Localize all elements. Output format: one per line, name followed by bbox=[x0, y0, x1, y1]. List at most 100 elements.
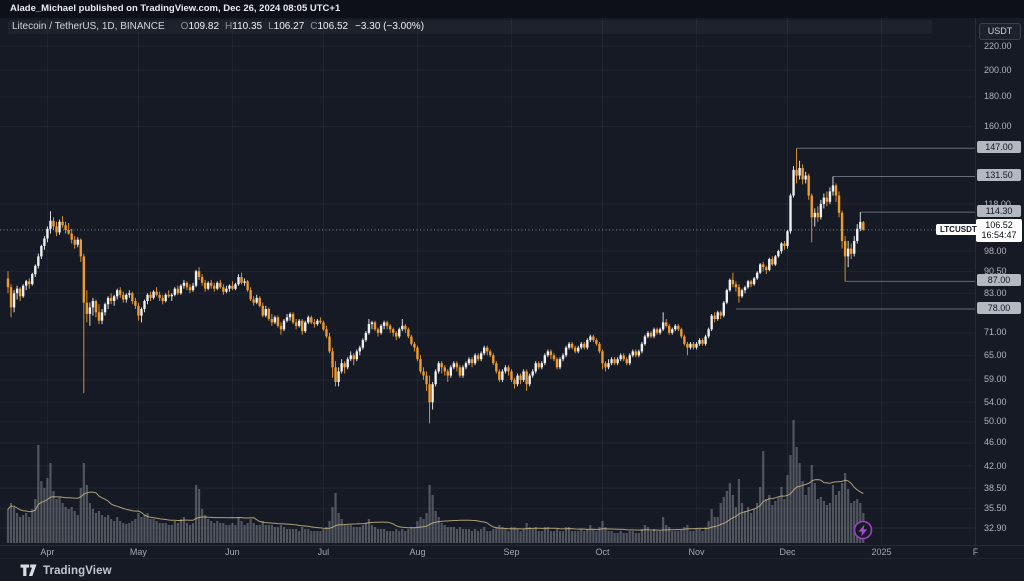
candle bbox=[813, 212, 816, 218]
candle bbox=[631, 351, 634, 356]
candle bbox=[743, 287, 747, 291]
candle bbox=[197, 271, 201, 277]
candle bbox=[206, 282, 210, 289]
candle bbox=[501, 371, 504, 380]
candle bbox=[528, 375, 531, 385]
candle bbox=[143, 301, 146, 309]
price-level-badge: 131.50 bbox=[977, 169, 1021, 182]
candle bbox=[431, 384, 434, 403]
candle bbox=[337, 371, 340, 382]
time-tick-label: Sep bbox=[503, 547, 520, 557]
candle bbox=[279, 325, 283, 330]
candle bbox=[228, 285, 231, 289]
candle bbox=[28, 281, 31, 285]
candle bbox=[692, 343, 695, 348]
candle bbox=[492, 355, 495, 364]
candle bbox=[607, 363, 610, 368]
candle bbox=[291, 314, 295, 323]
candle bbox=[249, 290, 252, 300]
candle bbox=[555, 359, 559, 368]
candle bbox=[358, 347, 362, 352]
candle bbox=[710, 315, 713, 330]
candle bbox=[88, 307, 92, 314]
candle bbox=[473, 355, 477, 364]
time-axis-border bbox=[0, 545, 1024, 546]
price-tick-label: 200.00 bbox=[984, 64, 1012, 75]
candle bbox=[819, 204, 823, 218]
price-axis[interactable]: USDT 106.52 16:54:47 220.00 200.00 180.00 1… bbox=[975, 18, 1024, 545]
candle bbox=[446, 371, 449, 376]
candle bbox=[416, 347, 419, 360]
candle bbox=[173, 288, 177, 295]
candle bbox=[859, 221, 862, 229]
candle bbox=[240, 277, 243, 283]
candle bbox=[255, 297, 258, 303]
candle bbox=[482, 347, 486, 354]
candle bbox=[476, 355, 480, 360]
candle bbox=[467, 359, 471, 364]
high-value: 110.35 bbox=[232, 21, 263, 32]
candle bbox=[64, 225, 67, 230]
candle bbox=[792, 169, 795, 196]
candle bbox=[252, 299, 255, 303]
candle bbox=[100, 312, 104, 321]
candle bbox=[789, 195, 792, 232]
candle bbox=[304, 322, 307, 332]
time-axis[interactable]: Apr May Jun Jul Aug Sep Oct Nov Dec 2025 F bbox=[0, 546, 1024, 558]
candle bbox=[834, 185, 838, 196]
candle bbox=[661, 322, 665, 330]
candle bbox=[146, 294, 149, 301]
candle bbox=[58, 221, 61, 233]
candle bbox=[725, 290, 729, 303]
candle bbox=[419, 359, 422, 372]
candle bbox=[846, 248, 850, 257]
candle bbox=[498, 371, 501, 380]
candle bbox=[122, 294, 125, 300]
candle bbox=[580, 343, 583, 348]
low-label: L bbox=[268, 21, 274, 32]
symbol-legend: Litecoin / TetherUS, 1D, BINANCE O109.82 H… bbox=[12, 20, 424, 34]
candle bbox=[310, 317, 313, 323]
candle bbox=[674, 325, 677, 330]
candle bbox=[549, 351, 553, 356]
candle bbox=[595, 340, 598, 344]
tradingview-logo[interactable]: TradingView bbox=[20, 564, 112, 577]
candle bbox=[543, 355, 547, 364]
lightning-marker-icon[interactable] bbox=[853, 520, 873, 540]
candle bbox=[191, 285, 195, 291]
candle bbox=[46, 228, 49, 239]
symbol-price-tag: LTCUSDT bbox=[936, 223, 981, 235]
candle bbox=[449, 367, 453, 376]
current-price-value: 106.52 bbox=[985, 219, 1013, 230]
time-tick-label: Dec bbox=[779, 547, 796, 557]
candle bbox=[112, 296, 116, 301]
candle bbox=[516, 375, 519, 385]
price-tick-label: 180.00 bbox=[984, 91, 1012, 102]
candle bbox=[370, 322, 374, 325]
time-tick-label: May bbox=[129, 547, 147, 557]
candle bbox=[774, 256, 777, 265]
candle bbox=[795, 169, 798, 176]
candle bbox=[570, 343, 574, 348]
candle bbox=[285, 317, 289, 321]
candle bbox=[391, 329, 395, 333]
candle bbox=[425, 375, 428, 385]
candle bbox=[734, 284, 738, 288]
time-tick-label: Apr bbox=[40, 547, 55, 557]
candle bbox=[288, 314, 292, 318]
candle bbox=[243, 281, 246, 283]
candle bbox=[161, 297, 164, 301]
candle bbox=[540, 363, 544, 368]
tradingview-logo-icon bbox=[20, 564, 37, 576]
candle bbox=[155, 291, 158, 295]
candle bbox=[222, 287, 225, 292]
candle bbox=[55, 226, 58, 233]
candle bbox=[510, 371, 513, 380]
candle bbox=[486, 347, 489, 352]
candle bbox=[103, 304, 107, 313]
candle bbox=[780, 243, 783, 252]
candle bbox=[586, 340, 589, 348]
currency-toggle-button[interactable]: USDT bbox=[979, 23, 1021, 40]
candle bbox=[385, 322, 389, 326]
